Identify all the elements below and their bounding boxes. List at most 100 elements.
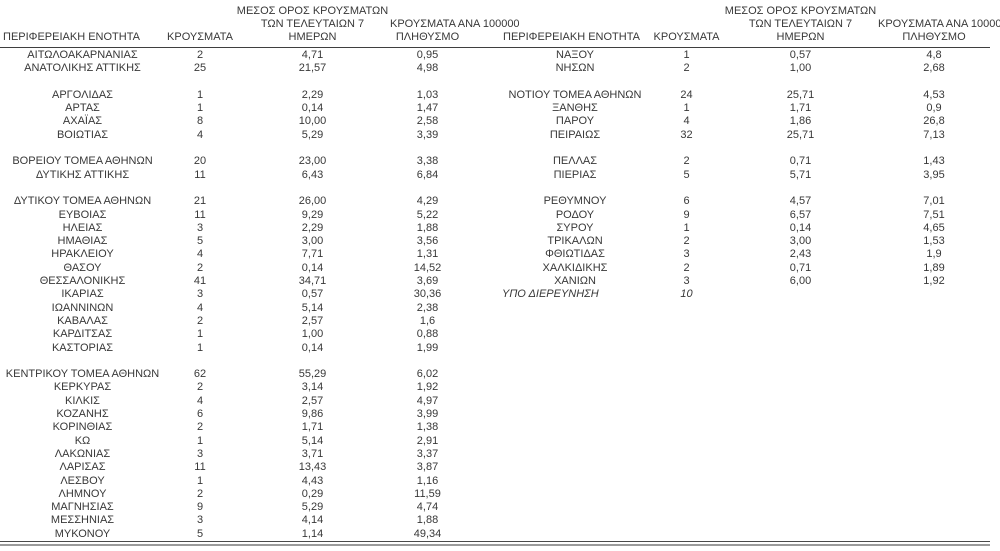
- avg7-cell: 0,14: [301, 102, 324, 115]
- table-row: ΙΚΑΡΙΑΣ 3 0,57 30,36: [0, 288, 465, 301]
- cases-cell: 62: [193, 368, 207, 381]
- cases-cell: 1: [683, 102, 690, 115]
- table-row: ΛΗΜΝΟΥ 2 0,29 11,59: [0, 488, 465, 501]
- cases-cell: 11: [194, 461, 206, 474]
- table-header-row: ΠΕΡΙΦΕΡΕΙΑΚΗ ΕΝΟΤΗΤΑ ΚΡΟΥΣΜΑΤΑ ΜΕΣΟΣ ΟΡΟ…: [0, 0, 520, 47]
- avg7-cell: 6,43: [301, 168, 324, 181]
- column-header-avg7-line1: ΜΕΣΟΣ ΟΡΟΣ ΚΡΟΥΣΜΑΤΩΝ: [724, 5, 877, 17]
- per100k-cell: 1,38: [416, 421, 439, 434]
- region-cell: ΣΥΡΟΥ: [556, 221, 594, 234]
- per100k-cell: 0,9: [926, 102, 942, 115]
- column-header-per100k: ΚΡΟΥΣΜΑΤΑ ΑΝΑ 100000 ΠΛΗΘΥΣΜΟ: [878, 18, 1000, 47]
- avg7-cell: 0,57: [301, 288, 324, 301]
- avg7-cell: 1,71: [301, 421, 324, 434]
- per100k-cell: 14,52: [413, 261, 442, 274]
- per100k-cell: 1,92: [416, 381, 439, 394]
- spacer-row: [0, 76, 465, 89]
- per100k-cell: 49,34: [413, 527, 442, 540]
- avg7-cell: 1,86: [789, 115, 812, 128]
- table-row: ΚΑΡΔΙΤΣΑΣ 1 1,00 0,88: [0, 328, 465, 341]
- region-cell: ΚΕΡΚΥΡΑΣ: [53, 381, 112, 394]
- table-bottom-border-gray: [0, 544, 990, 546]
- region-cell: ΙΩΑΝΝΙΝΩΝ: [51, 301, 114, 314]
- per100k-cell: 2,91: [416, 434, 439, 447]
- avg7-cell: 9,86: [301, 408, 324, 421]
- region-cell: ΒΟΙΩΤΙΑΣ: [56, 128, 109, 141]
- avg7-cell: 1,00: [301, 328, 324, 341]
- region-cell: ΔΥΤΙΚΟΥ ΤΟΜΕΑ ΑΘΗΝΩΝ: [13, 195, 152, 208]
- table-row: ΙΩΑΝΝΙΝΩΝ 4 5,14 2,38: [0, 302, 465, 315]
- per100k-cell: 1,16: [416, 474, 439, 487]
- table-row: ΛΑΚΩΝΙΑΣ 3 3,71 3,37: [0, 448, 465, 461]
- spacer-row: [0, 355, 465, 368]
- avg7-cell: 25,71: [786, 128, 815, 141]
- region-cell: ΚΕΝΤΡΙΚΟΥ ΤΟΜΕΑ ΑΘΗΝΩΝ: [5, 368, 160, 381]
- region-cell: ΞΑΝΘΗΣ: [552, 102, 598, 115]
- column-header-avg7-line2: ΤΩΝ ΤΕΛΕΥΤΑΙΩΝ 7: [748, 18, 853, 30]
- table-row: ΠΕΛΛΑΣ 2 0,71 1,43: [500, 155, 990, 168]
- avg7-cell: 23,00: [298, 155, 327, 168]
- cases-cell: 1: [196, 88, 204, 101]
- spacer-row: [500, 76, 990, 89]
- table-row: ΥΠΟ ΔΙΕΡΕΥΝΗΣΗ 10: [500, 288, 990, 301]
- per100k-cell: 1,92: [923, 275, 945, 288]
- table-row: ΜΑΓΝΗΣΙΑΣ 9 5,29 4,74: [0, 501, 465, 514]
- table-row: ΚΟΡΙΝΘΙΑΣ 2 1,71 1,38: [0, 421, 465, 434]
- cases-cell: 1: [683, 221, 690, 234]
- per100k-cell: 7,51: [923, 208, 945, 221]
- table-row: ΠΙΕΡΙΑΣ 5 5,71 3,95: [500, 169, 990, 182]
- table-row: ΡΕΘΥΜΝΟΥ 6 4,57 7,01: [500, 195, 990, 208]
- table-row: ΜΥΚΟΝΟΥ 5 1,14 49,34: [0, 528, 465, 541]
- region-cell: ΘΑΣΟΥ: [63, 261, 102, 274]
- avg7-cell: 5,29: [301, 128, 324, 141]
- region-cell: ΛΗΜΝΟΥ: [58, 487, 107, 500]
- avg7-cell: 4,57: [789, 195, 812, 208]
- column-header-region: ΠΕΡΙΦΕΡΕΙΑΚΗ ΕΝΟΤΗΤΑ: [3, 31, 140, 43]
- table-row: ΘΕΣΣΑΛΟΝΙΚΗΣ 41 34,71 3,69: [0, 275, 465, 288]
- cases-table-left: ΠΕΡΙΦΕΡΕΙΑΚΗ ΕΝΟΤΗΤΑ ΚΡΟΥΣΜΑΤΑ ΜΕΣΟΣ ΟΡΟ…: [0, 0, 520, 541]
- avg7-cell: 2,29: [301, 221, 324, 234]
- cases-cell: 2: [196, 49, 204, 61]
- avg7-cell: 55,29: [298, 368, 327, 381]
- table-row: ΝΗΣΩΝ 2 1,00 2,68: [500, 62, 990, 75]
- region-cell: ΠΑΡΟΥ: [555, 115, 595, 128]
- avg7-cell: 5,14: [301, 434, 324, 447]
- column-header-per100k-line2: ΠΛΗΘΥΣΜΟ: [902, 31, 966, 43]
- cases-cell: 2: [196, 261, 204, 274]
- table-row: ΚΩ 1 5,14 2,91: [0, 435, 465, 448]
- table-row: ΛΕΣΒΟΥ 1 4,43 1,16: [0, 475, 465, 488]
- region-cell: ΚΑΣΤΟΡΙΑΣ: [51, 341, 114, 354]
- per100k-cell: 7,13: [923, 128, 945, 141]
- region-cell: ΚΑΡΔΙΤΣΑΣ: [52, 328, 113, 341]
- spacer-row: [0, 142, 465, 155]
- avg7-cell: 5,29: [301, 501, 324, 514]
- region-cell: ΔΥΤΙΚΗΣ ΑΤΤΙΚΗΣ: [35, 168, 130, 181]
- region-cell: ΚΩ: [74, 434, 91, 447]
- per100k-cell: 1,31: [416, 248, 439, 261]
- per100k-cell: 1,88: [416, 221, 439, 234]
- table-row: ΛΑΡΙΣΑΣ 11 13,43 3,87: [0, 461, 465, 474]
- region-cell: ΜΥΚΟΝΟΥ: [54, 527, 111, 540]
- cases-cell: 9: [196, 501, 204, 514]
- region-cell: ΝΟΤΙΟΥ ΤΟΜΕΑ ΑΘΗΝΩΝ: [508, 88, 642, 101]
- region-cell: ΝΑΞΟΥ: [556, 49, 594, 61]
- per100k-cell: 4,53: [923, 88, 945, 101]
- per100k-cell: 5,22: [416, 208, 439, 221]
- per100k-cell: 4,74: [416, 501, 439, 514]
- region-cell: ΚΟΡΙΝΘΙΑΣ: [52, 421, 113, 434]
- avg7-cell: 3,00: [789, 235, 812, 248]
- per100k-cell: 3,87: [416, 461, 439, 474]
- region-cell: ΗΡΑΚΛΕΙΟΥ: [51, 248, 114, 261]
- cases-cell: 3: [196, 514, 204, 527]
- avg7-cell: 4,71: [301, 49, 324, 61]
- per100k-cell: 3,37: [416, 447, 439, 460]
- region-cell: ΦΘΙΩΤΙΔΑΣ: [545, 248, 605, 261]
- cases-cell: 4: [196, 128, 204, 141]
- avg7-cell: 3,00: [301, 235, 324, 248]
- table-row: ΑΡΤΑΣ 1 0,14 1,47: [0, 102, 465, 115]
- per100k-cell: 11,59: [414, 487, 441, 500]
- region-cell: ΠΕΛΛΑΣ: [552, 155, 598, 168]
- avg7-cell: 3,71: [301, 447, 324, 460]
- table-row: ΚΑΒΑΛΑΣ 2 2,57 1,6: [0, 315, 465, 328]
- region-cell: ΚΑΒΑΛΑΣ: [57, 314, 108, 327]
